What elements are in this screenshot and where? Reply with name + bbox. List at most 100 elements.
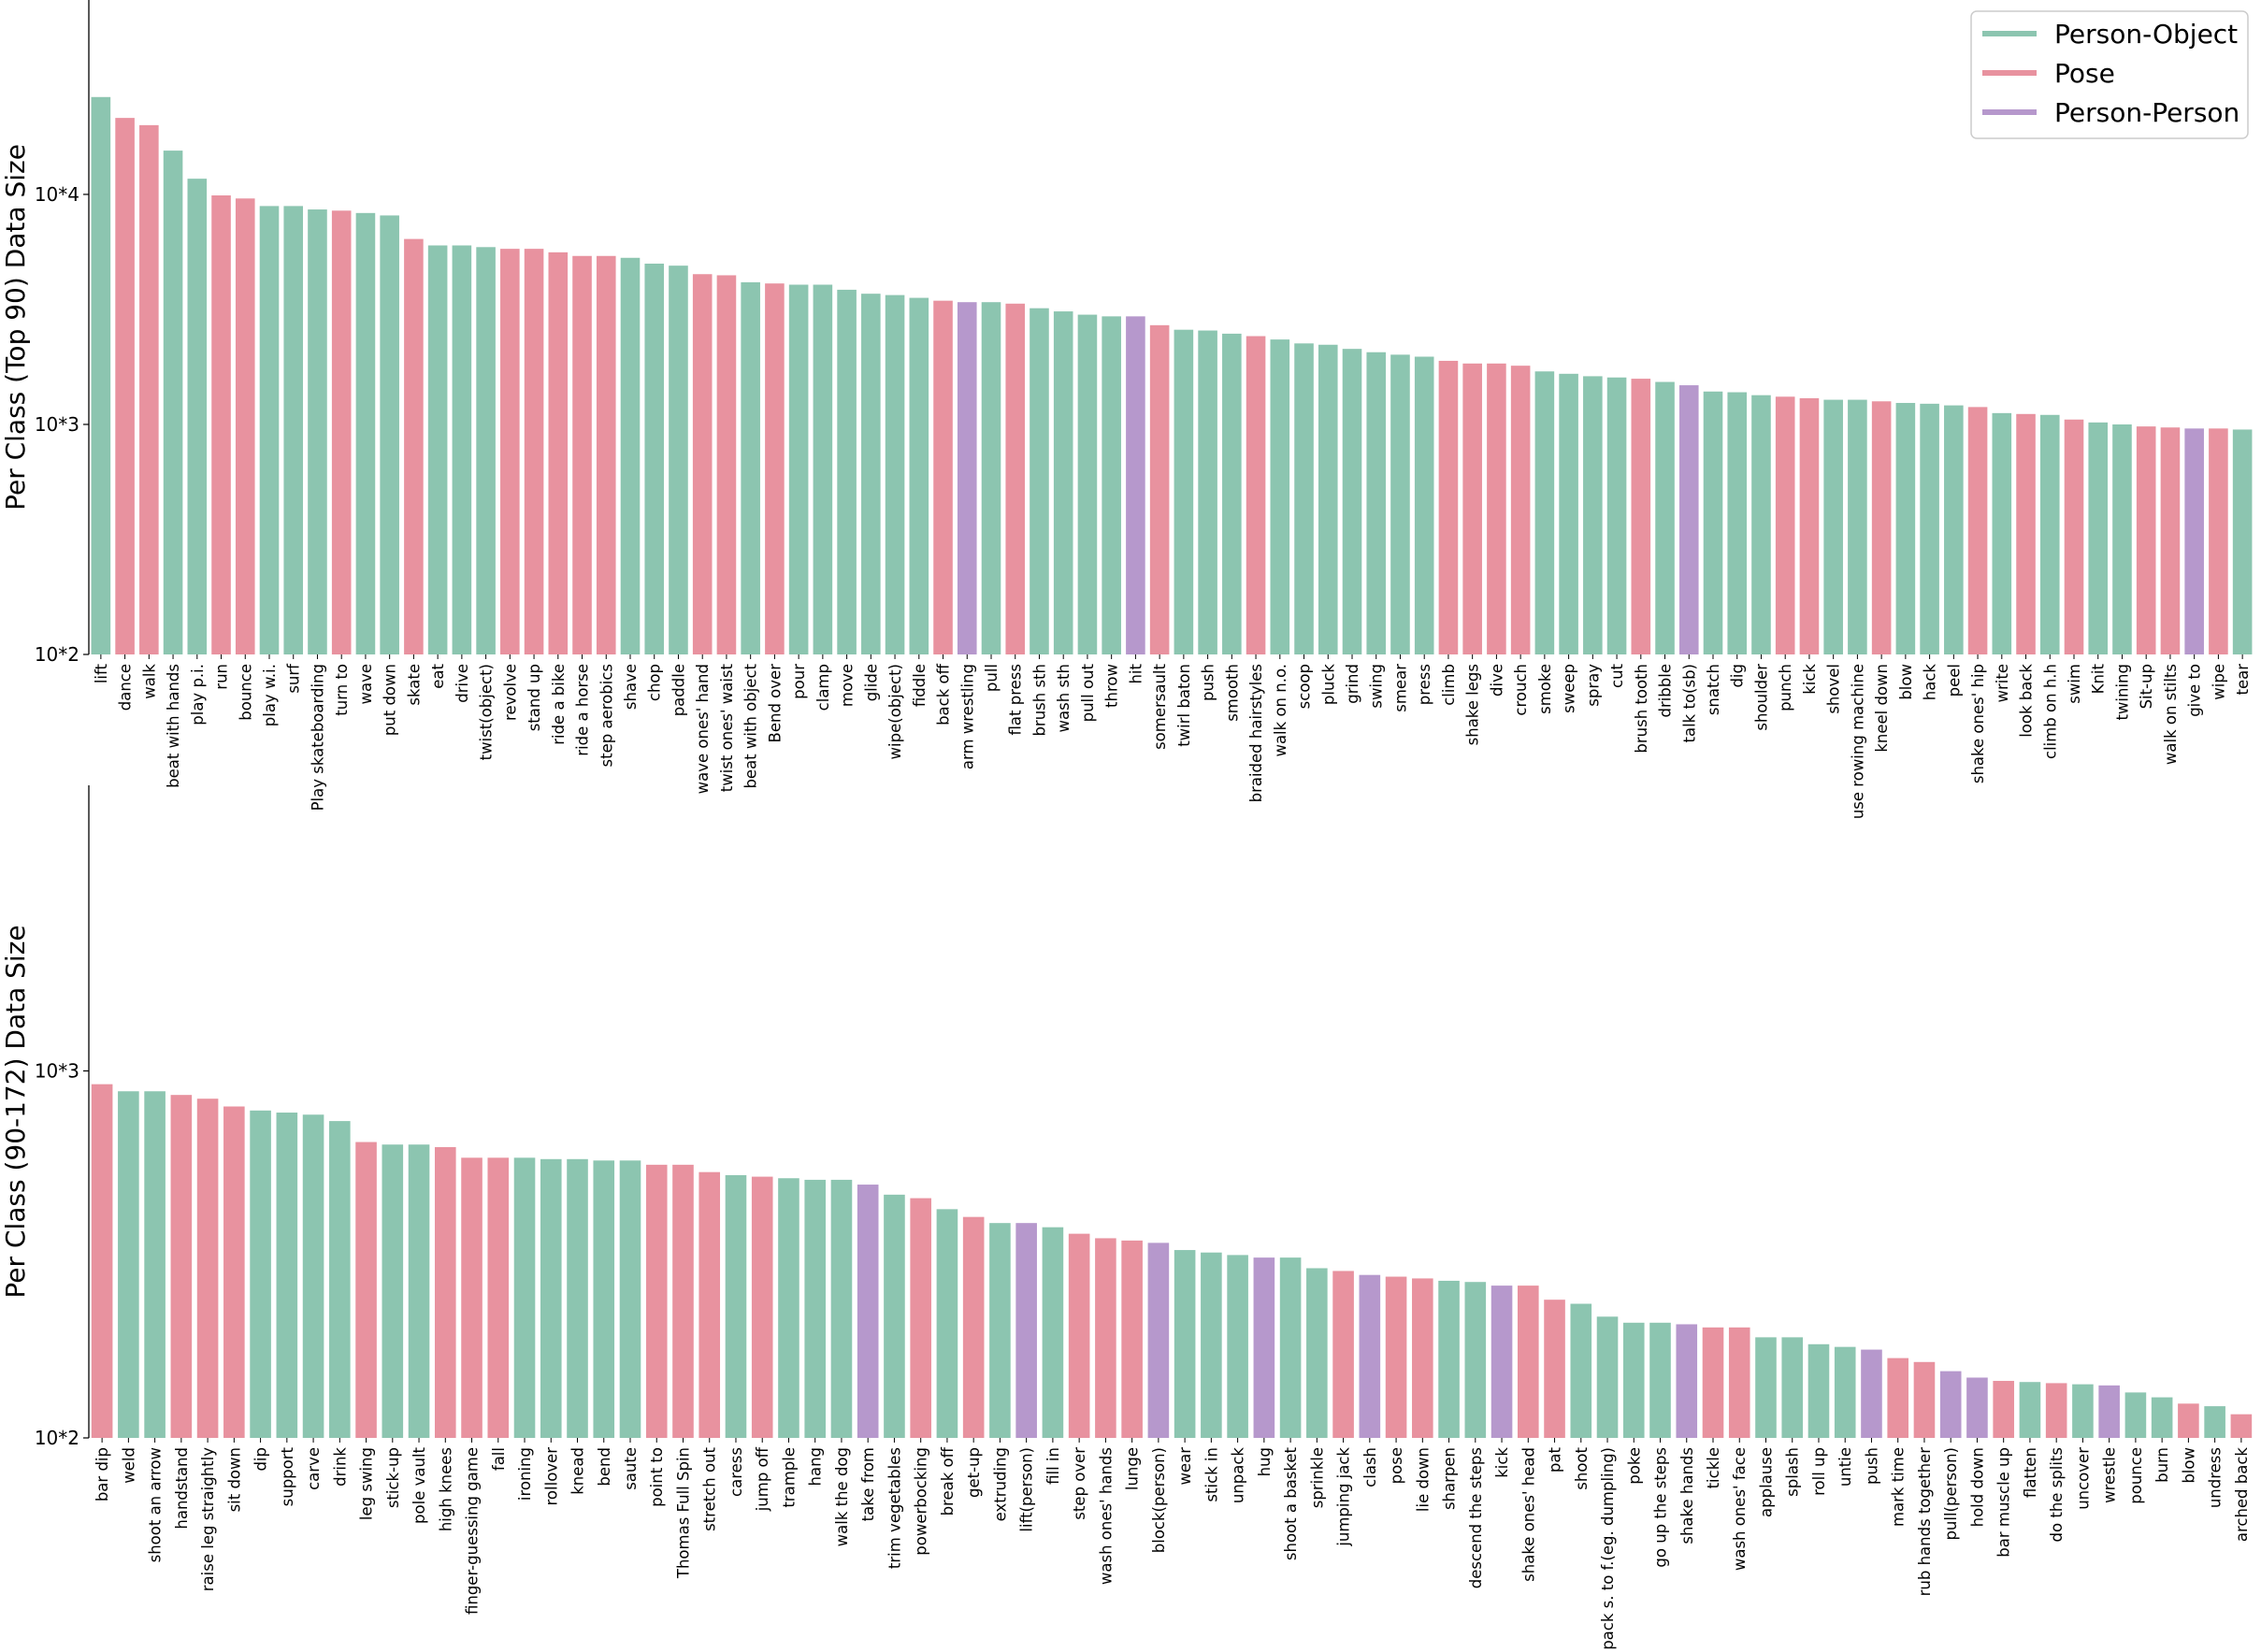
x-tick-label: walk on stilts [2162,664,2180,765]
x-tick-label: trim vegetables [886,1447,903,1569]
bar-scoop [1294,343,1314,654]
bar-bounce [235,198,255,654]
x-tick-label: beat with hands [165,664,182,788]
x-tick-label: sprinkle [1308,1447,1326,1508]
bar-hack [1920,403,1939,654]
bar-flat-press [1005,303,1026,654]
bar-shake-hands [1676,1324,1698,1438]
bar-push [1861,1349,1882,1438]
bar-stand-up [524,249,544,654]
x-tick-label: shake hands [1678,1447,1696,1544]
x-tick-label: arched back [2233,1447,2251,1543]
x-tick-label: twist ones' waist [718,663,736,792]
y-tick-label: 10*3 [35,1059,79,1082]
x-tick-label: wave ones' hand [694,664,712,794]
bar-dive [1487,363,1506,654]
x-tick-label: trample [780,1447,798,1508]
bar-dance [115,118,135,654]
x-tick-label: swing [1368,664,1386,709]
bar-pull-person [1939,1371,1962,1438]
bar-sprinkle [1306,1268,1328,1438]
bar-bar-muscle-up [1993,1381,2014,1438]
bar-take-from [857,1185,879,1438]
x-tick-label: unpack [1230,1447,1247,1504]
bar-step-aerobics [596,255,616,654]
bar-thomas-full-spin [672,1164,694,1438]
x-tick-label: twirl baton [1175,664,1193,747]
bar-burn [2151,1397,2173,1438]
bar-clash [1359,1274,1381,1438]
bar-untie [1834,1346,1856,1438]
bar-somersault [1149,324,1170,654]
y-tick-label: 10*2 [35,1427,79,1449]
x-tick-label: drink [331,1447,349,1487]
bar-kneel-down [1871,401,1892,654]
x-tick-label: hug [1256,1447,1274,1476]
x-tick-label: poke [1625,1447,1643,1485]
bar-wear [1174,1250,1196,1438]
bar-look-back [2016,413,2036,654]
bar-twining [2112,424,2132,654]
x-tick-label: dive [1488,664,1505,697]
x-tick-label: pole vault [410,1446,428,1523]
x-tick-label: shave [622,664,640,710]
bar-clamp [813,284,833,654]
bar-mark-time [1887,1358,1909,1438]
x-tick-label: lift [93,663,110,683]
bar-lift [91,96,111,655]
x-tick-label: step aerobics [598,664,615,767]
bar-lie-down [1412,1278,1433,1438]
x-tick-label: braided hairstyles [1247,664,1265,802]
x-tick-label: climb [1440,664,1458,706]
bar-trim-vegetables [884,1194,905,1438]
bar-hang [804,1179,827,1438]
x-tick-label: grind [1344,664,1361,704]
x-tick-label: hack [1922,664,1939,701]
bar-pull [981,302,1001,654]
bar-shovel [1823,399,1843,654]
bar-shoot [1570,1303,1592,1438]
x-tick-label: fall [490,1447,508,1471]
x-tick-label: pluck [1319,664,1337,706]
x-tick-label: pounce [2127,1447,2145,1504]
x-tick-label: weld [120,1447,137,1484]
x-tick-label: wash ones' hands [1097,1447,1115,1585]
bar-play-p-i [187,179,208,655]
x-tick-label: fiddle [911,664,929,707]
x-tick-label: blow [1897,664,1915,700]
x-tick-label: shake legs [1464,664,1482,745]
bar-braided-hairstyles [1246,336,1266,654]
bar-hold-down [1966,1377,1988,1438]
bar-spray [1583,376,1603,654]
bar-snatch [1703,391,1723,654]
x-tick-label: Play skateboarding [309,664,326,811]
bar-fiddle [909,297,929,654]
bar-wrestle [2098,1385,2120,1438]
bar-jumping-jack [1332,1271,1354,1438]
bar-high-knees [434,1146,456,1438]
bar-beat-with-object [741,281,760,654]
x-tick-label: push [1200,664,1217,701]
x-tick-label: pull(person) [1942,1447,1960,1541]
bar-wash-sth [1053,311,1073,654]
x-tick-label: Bend over [766,664,784,743]
bar-shake-legs [1462,363,1482,654]
bar-turn-to [331,210,352,654]
x-tick-label: sharpen [1441,1447,1459,1510]
x-tick-label: roll up [1810,1447,1828,1496]
x-tick-label: caress [727,1447,745,1497]
bar-uncover [2072,1384,2094,1438]
x-tick-label: handstand [173,1447,191,1530]
x-tick-label: smoke [1536,664,1554,714]
x-tick-label: raise leg straightly [199,1447,217,1591]
x-tick-label: spray [1584,664,1602,707]
x-tick-label: lunge [1124,1447,1142,1490]
x-tick-label: pose [1388,1447,1405,1484]
legend-label-person-object: Person-Object [2054,19,2238,50]
bar-smooth [1222,333,1242,654]
x-tick-label: write [1994,664,2011,702]
bar-climb [1438,360,1459,654]
x-tick-label: lift(person) [1018,1447,1036,1532]
bar-pat [1544,1300,1565,1438]
